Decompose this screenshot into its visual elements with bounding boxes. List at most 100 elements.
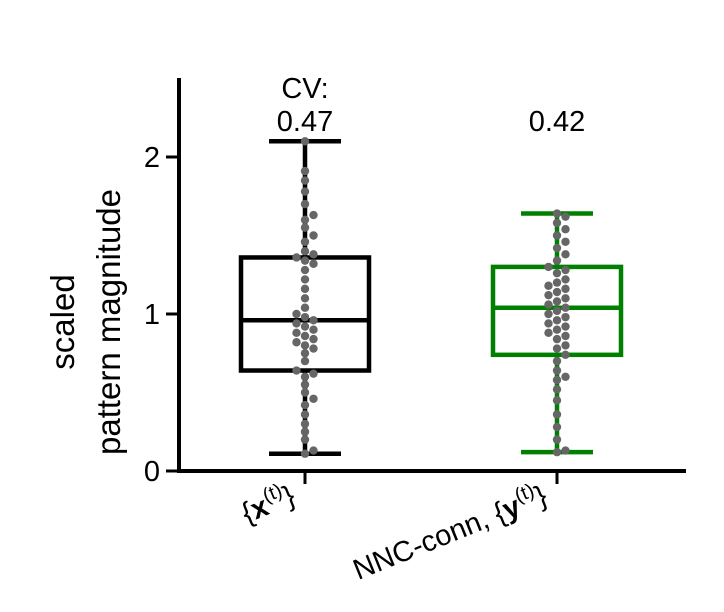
data-point <box>552 243 562 253</box>
data-point <box>300 284 310 294</box>
data-point <box>561 225 570 234</box>
box-series-2: 0.42 <box>490 106 624 457</box>
data-point <box>552 356 562 366</box>
data-point <box>309 325 318 334</box>
data-point <box>552 375 562 385</box>
y-axis-label-line-1: scaled <box>44 274 81 369</box>
data-point <box>300 187 310 196</box>
data-point <box>300 388 310 397</box>
data-point <box>300 331 310 341</box>
data-point <box>300 435 310 444</box>
data-point <box>300 303 310 312</box>
data-point <box>561 294 570 303</box>
y-tick-label: 1 <box>144 299 160 331</box>
x-tick-label-prefix: NNC-conn, <box>349 500 501 586</box>
data-point <box>561 303 570 312</box>
data-point <box>309 369 318 378</box>
data-point <box>309 446 318 455</box>
data-point <box>292 309 301 319</box>
cv-label: CV: <box>281 73 328 105</box>
data-point <box>300 356 310 366</box>
data-point <box>552 447 562 457</box>
cv-value: 0.47 <box>277 106 333 138</box>
data-point <box>552 231 562 240</box>
data-point <box>561 250 570 259</box>
data-point <box>552 410 562 419</box>
data-point <box>300 215 310 224</box>
data-point <box>552 287 562 297</box>
data-point <box>544 281 553 290</box>
data-point <box>552 278 562 287</box>
data-point <box>300 372 310 381</box>
data-point <box>552 334 562 344</box>
data-point <box>552 366 562 375</box>
data-point <box>561 284 570 294</box>
data-point <box>552 306 562 316</box>
data-point <box>300 341 310 350</box>
data-point <box>544 328 553 338</box>
data-point <box>292 366 301 375</box>
interquartile-box <box>490 264 624 358</box>
data-point <box>544 300 553 309</box>
data-point <box>292 253 301 262</box>
data-point <box>309 250 318 259</box>
data-point <box>552 316 562 325</box>
data-point <box>300 265 310 275</box>
data-point <box>292 319 301 328</box>
data-point <box>300 166 310 176</box>
data-point <box>561 212 570 221</box>
data-point <box>309 316 318 325</box>
data-point <box>561 275 570 284</box>
data-point <box>309 210 318 220</box>
data-point <box>300 380 310 389</box>
data-point <box>561 372 570 381</box>
data-point <box>309 344 318 353</box>
data-point <box>561 237 570 246</box>
x-tick-label: NNC-conn, {y(t)} <box>347 476 552 587</box>
data-point <box>552 256 562 265</box>
y-tick-label: 2 <box>144 142 160 174</box>
data-point <box>561 331 570 341</box>
box-series-1: CV:0.47 <box>238 73 372 458</box>
data-point <box>309 334 318 344</box>
data-point <box>292 328 301 338</box>
x-ticks: {x(t)} NNC-conn, {y(t)} <box>237 471 559 587</box>
data-point <box>561 446 570 455</box>
data-point <box>300 256 310 265</box>
data-point <box>300 275 310 284</box>
data-point <box>552 268 562 278</box>
y-axis-label-line-2: pattern magnitude <box>90 189 127 455</box>
data-point <box>544 309 553 319</box>
y-axis-label: scaled pattern magnitude <box>44 189 127 455</box>
series-layer: CV:0.47 0.42 <box>238 73 624 458</box>
data-point <box>300 400 310 410</box>
data-point <box>561 322 570 331</box>
data-point <box>552 385 562 394</box>
data-point <box>309 394 318 403</box>
data-point <box>309 259 318 268</box>
data-point <box>552 422 562 432</box>
data-point <box>292 338 301 347</box>
data-point <box>300 223 310 232</box>
data-point <box>309 231 318 240</box>
data-point <box>300 322 310 331</box>
y-tick-label: 0 <box>144 456 160 488</box>
data-point <box>552 344 562 353</box>
data-point <box>300 294 310 303</box>
data-point <box>561 312 570 322</box>
data-point <box>561 265 570 275</box>
data-point <box>300 449 310 458</box>
data-point <box>552 218 562 228</box>
data-point <box>544 290 553 300</box>
data-point <box>300 427 310 436</box>
data-point <box>300 349 310 358</box>
y-ticks: 0 1 2 <box>144 142 179 488</box>
data-point <box>544 262 553 272</box>
data-point <box>300 137 310 146</box>
data-point <box>552 325 562 334</box>
data-point <box>552 396 562 405</box>
data-point <box>300 410 310 419</box>
data-point <box>300 199 310 209</box>
data-point <box>300 419 310 429</box>
